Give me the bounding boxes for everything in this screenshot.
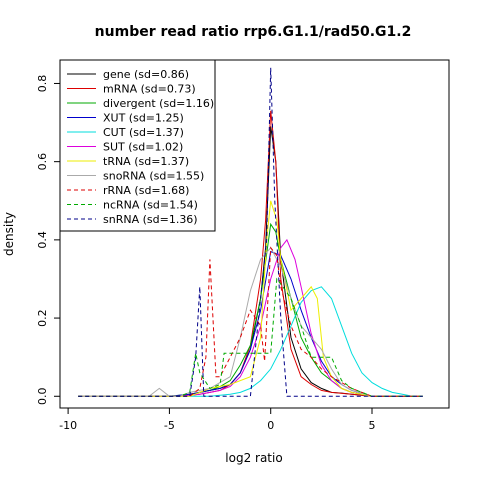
x-tick-label: 5 [369, 419, 376, 432]
y-tick-label: 0.0 [36, 388, 49, 406]
series-line-8 [78, 246, 423, 397]
y-tick-label: 0.8 [36, 75, 49, 93]
legend-label-3: XUT (sd=1.25) [103, 112, 184, 125]
series-layer [78, 67, 423, 397]
chart-title: number read ratio rrp6.G1.1/rad50.G1.2 [95, 24, 412, 40]
legend-box [59, 59, 216, 232]
x-axis-label: log2 ratio [225, 451, 282, 465]
x-tick-label: -5 [164, 419, 175, 432]
legend: gene (sd=0.86) mRNA (sd=0.73)divergent (s… [59, 59, 216, 232]
y-tick-label: 0.6 [36, 153, 49, 171]
series-line-7 [78, 246, 423, 397]
legend-label-1: mRNA (sd=0.73) [103, 83, 196, 96]
series-line-4 [78, 286, 423, 397]
series-line-10 [78, 67, 423, 397]
y-axis: 0.0 0.2 0.4 0.6 0.8 [36, 75, 61, 406]
series-line-6 [78, 200, 423, 397]
legend-label-2: divergent (sd=1.16) [103, 97, 214, 110]
y-axis-label: density [2, 212, 16, 256]
legend-label-6: tRNA (sd=1.37) [103, 155, 189, 168]
legend-label-0: gene (sd=0.86) [103, 68, 189, 81]
x-tick-label: 0 [267, 419, 274, 432]
x-tick-label: -10 [59, 419, 77, 432]
legend-label-5: SUT (sd=1.02) [103, 141, 183, 154]
y-tick-label: 0.2 [36, 309, 49, 327]
legend-label-10: snRNA (sd=1.36) [103, 213, 198, 226]
series-line-5 [78, 238, 423, 397]
series-line-9 [78, 277, 423, 397]
x-axis: -10 -5 0 5 [59, 407, 376, 432]
legend-label-9: ncRNA (sd=1.54) [103, 199, 198, 212]
y-tick-label: 0.4 [36, 231, 49, 249]
legend-label-8: rRNA (sd=1.68) [103, 184, 189, 197]
legend-label-7: snoRNA (sd=1.55) [103, 170, 204, 183]
legend-label-4: CUT (sd=1.37) [103, 126, 184, 139]
